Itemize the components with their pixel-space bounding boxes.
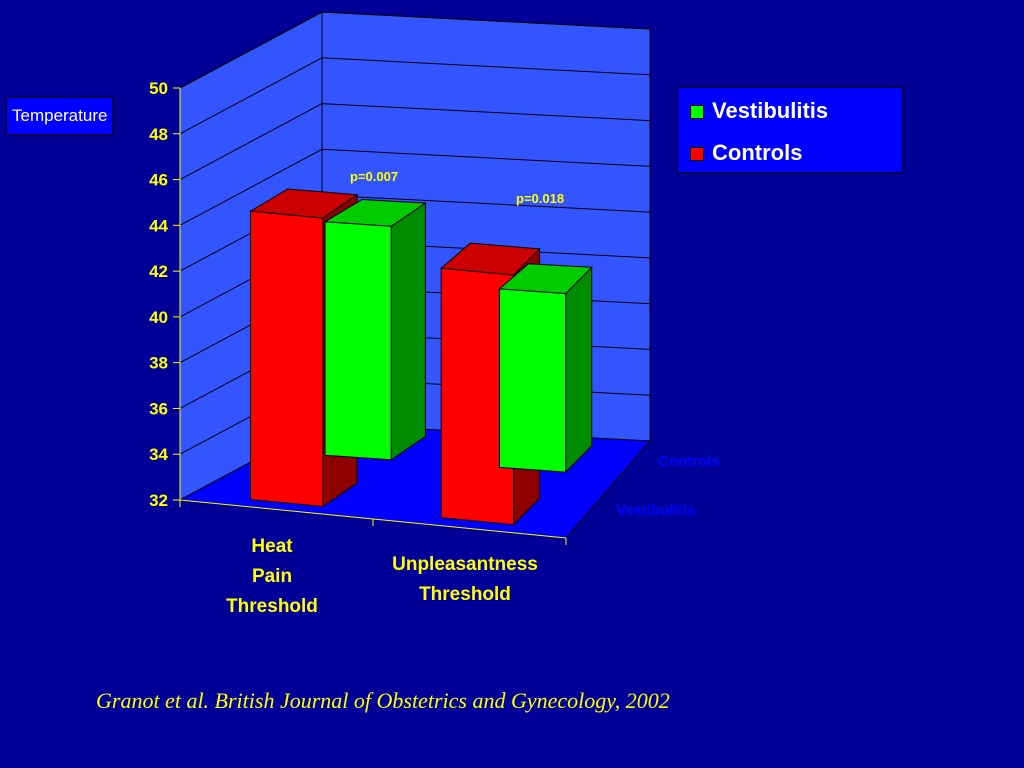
y-axis: 32 34 36 38 40 42 44 46 48 50 [149,79,181,510]
bar-controls-2-front [440,267,515,526]
gridline [179,148,651,226]
gridline [179,103,651,181]
depth-axis-label: Vestibulitis [616,502,695,519]
bar-vestibulitis-2 [498,263,593,474]
y-tick-label: 32 [149,491,168,510]
legend-swatch-vestibulitis [690,105,704,119]
legend-item-vestibulitis: Vestibulitis [690,96,829,126]
chart-labels: Heat Pain Threshold Unpleasantness Threshold… [226,169,720,617]
x-category-label: Unpleasantness Threshold [392,554,538,605]
legend-item-controls: Controls [690,138,803,168]
bar-vestibulitis-2-front [498,288,567,473]
legend-label-vestibulitis: Vestibulitis [712,98,829,123]
y-tick-label: 46 [149,171,168,190]
gridline [179,57,651,135]
p-value-annotation: p=0.018 [516,191,564,206]
y-tick-label: 42 [149,262,168,281]
bars [248,188,593,526]
bar-vestibulitis-1 [323,198,427,461]
p-value-annotation: p=0.007 [350,169,398,184]
depth-axis-label: Controls [658,453,720,470]
x-axis [179,499,567,545]
y-axis-label: Temperature [6,97,114,135]
legend-swatch-controls [690,147,704,161]
bar-vestibulitis-1-side [390,202,426,461]
y-tick-label: 48 [149,125,168,144]
y-tick-label: 34 [149,445,168,464]
legend-label-controls: Controls [712,140,803,165]
y-tick-label: 50 [149,79,168,98]
y-tick-label: 40 [149,308,168,327]
y-tick-label: 38 [149,354,168,373]
x-category-label: Heat Pain Threshold [226,536,318,617]
bar-controls-1-front [250,210,324,508]
bar-vestibulitis-2-side [565,266,593,474]
bar-vestibulitis-1-front [324,221,392,461]
gridline [179,11,651,89]
legend: Vestibulitis Controls [677,87,903,173]
y-tick-label: 44 [149,216,168,235]
citation: Granot et al. British Journal of Obstetr… [96,688,670,713]
y-tick-label: 36 [149,399,168,418]
